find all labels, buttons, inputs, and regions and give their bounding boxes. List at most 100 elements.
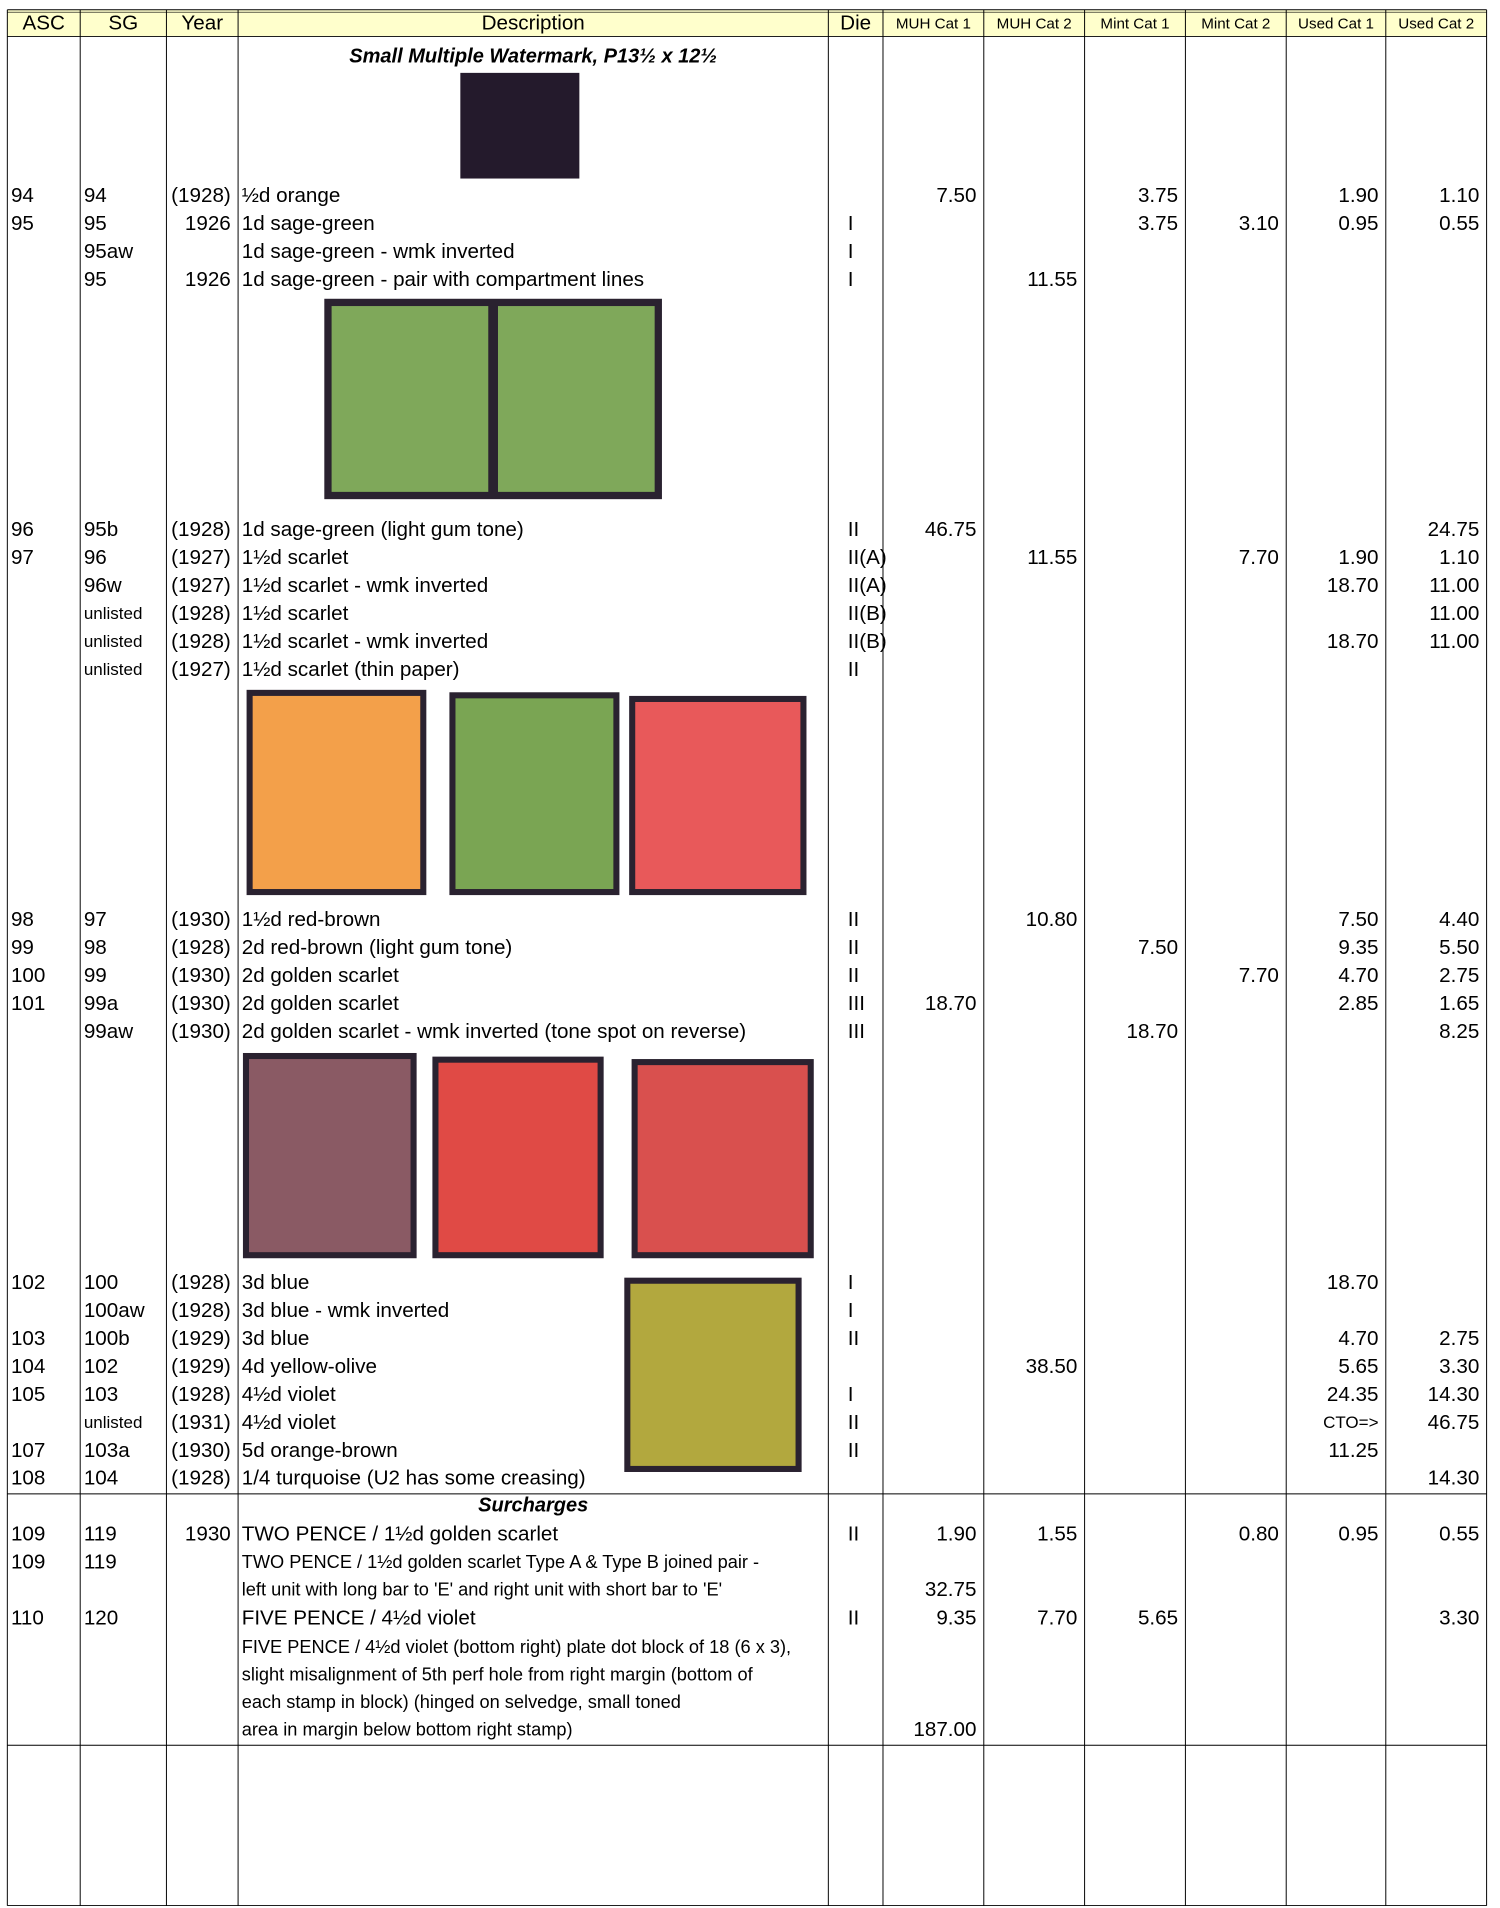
cell-muh2: 10.80 <box>1026 908 1078 931</box>
cell-year: (1930) <box>171 908 231 931</box>
cell-asc: 99 <box>11 936 34 959</box>
cell-asc: 110 <box>11 1606 44 1629</box>
cell-asc: 100 <box>11 964 45 987</box>
cell-die: II(A) <box>848 546 887 569</box>
cell-desc: 1½d red-brown <box>242 908 381 931</box>
cell-muh1: 32.75 <box>925 1578 977 1601</box>
section-title: Small Multiple Watermark, P13½ x 12½ <box>349 45 717 67</box>
column-header: Used Cat 2 <box>1398 15 1474 32</box>
cell-die: I <box>848 1383 854 1406</box>
cell-die: I <box>848 212 854 235</box>
column-header: Description <box>482 12 585 35</box>
cell-die: II <box>848 1411 859 1434</box>
cell-used2: 3.30 <box>1439 1606 1479 1629</box>
cell-muh2: 11.55 <box>1027 268 1077 291</box>
note-line: each stamp in block) (hinged on selvedge… <box>242 1692 681 1712</box>
cell-sg: 97 <box>84 908 107 931</box>
cell-die: II <box>848 1439 859 1462</box>
note-line: left unit with long bar to 'E' and right… <box>242 1579 722 1599</box>
cell-year: (1931) <box>171 1411 231 1434</box>
cell-desc: 2d golden scarlet <box>242 992 399 1015</box>
section-title: Surcharges <box>478 1494 588 1516</box>
cell-sg: 95 <box>84 212 107 235</box>
cell-used1: 0.95 <box>1338 212 1378 235</box>
cell-die: III <box>848 1020 865 1043</box>
cell-mint2: 3.10 <box>1239 212 1279 235</box>
cell-year: (1929) <box>171 1327 231 1350</box>
cell-sg: unlisted <box>84 1413 143 1432</box>
cell-asc: 96 <box>11 518 34 541</box>
cell-used2: 2.75 <box>1439 964 1479 987</box>
cell-sg: 94 <box>84 184 107 207</box>
cell-year: (1928) <box>171 1299 231 1322</box>
cell-asc: 109 <box>11 1523 45 1546</box>
cell-desc: 1d sage-green - pair with compartment li… <box>242 268 644 291</box>
column-header: ASC <box>23 12 66 35</box>
column-header: MUH Cat 1 <box>896 15 971 32</box>
cell-mint1: 7.50 <box>1138 936 1178 959</box>
cell-sg: 119 <box>84 1551 117 1574</box>
cell-die: II <box>848 1606 859 1629</box>
column-header: SG <box>108 12 138 35</box>
cell-year: (1928) <box>171 602 231 625</box>
cell-die: I <box>848 1271 854 1294</box>
cell-used2: 24.75 <box>1428 518 1480 541</box>
cell-used1: 0.95 <box>1338 1523 1378 1546</box>
cell-desc: 1d sage-green - wmk inverted <box>242 240 515 263</box>
cell-sg: unlisted <box>84 660 143 679</box>
cell-used1: 7.50 <box>1338 908 1378 931</box>
cell-desc: 4d yellow-olive <box>242 1355 377 1378</box>
cell-sg: 95 <box>84 268 107 291</box>
cell-sg: 95b <box>84 518 118 541</box>
cell-muh2: 11.55 <box>1027 546 1077 569</box>
cell-asc: 103 <box>11 1327 45 1350</box>
cell-sg: 102 <box>84 1355 118 1378</box>
cell-year: (1930) <box>171 964 231 987</box>
cell-die: I <box>848 268 854 291</box>
cell-die: III <box>848 992 865 1015</box>
cell-die: II <box>848 658 859 681</box>
stamp-images <box>242 72 814 1472</box>
cell-die: II(B) <box>848 602 887 625</box>
cell-year: (1928) <box>171 1383 231 1406</box>
cell-die: II(A) <box>848 574 887 597</box>
cell-sg: 95aw <box>84 240 133 263</box>
cell-used1: 1.90 <box>1338 546 1378 569</box>
cell-die: II <box>848 908 859 931</box>
column-header: MUH Cat 2 <box>997 15 1072 32</box>
cell-sg: 120 <box>84 1606 118 1629</box>
note-line: FIVE PENCE / 4½d violet (bottom right) p… <box>242 1637 791 1657</box>
cell-sg: 99a <box>84 992 119 1015</box>
cell-mint1: 5.65 <box>1138 1606 1178 1629</box>
stamp <box>630 1283 796 1466</box>
cell-sg: 99aw <box>84 1020 133 1043</box>
note-line: area in margin below bottom right stamp) <box>242 1720 573 1740</box>
cell-sg: 104 <box>84 1467 118 1490</box>
cell-year: (1930) <box>171 1439 231 1462</box>
cell-year: (1928) <box>171 630 231 653</box>
cell-year: (1928) <box>171 184 231 207</box>
stamp <box>637 1065 808 1253</box>
cell-muh2: 7.70 <box>1037 1606 1077 1629</box>
cell-mint2: 7.70 <box>1239 964 1279 987</box>
cell-year: (1927) <box>171 658 231 681</box>
cell-year: (1930) <box>171 992 231 1015</box>
cell-used1: 1.90 <box>1338 184 1378 207</box>
cell-desc: 1½d scarlet - wmk inverted <box>242 630 488 653</box>
cell-desc: 2d red-brown (light gum tone) <box>242 936 513 959</box>
column-header: Mint Cat 2 <box>1201 15 1270 32</box>
cell-desc: 2d golden scarlet - wmk inverted (tone s… <box>242 1020 746 1043</box>
cell-sg: 96w <box>84 574 122 597</box>
cell-used1: 9.35 <box>1338 936 1378 959</box>
cell-asc: 95 <box>11 212 34 235</box>
cell-sg: 98 <box>84 936 107 959</box>
cell-asc: 108 <box>11 1467 45 1490</box>
cell-used2: 1.10 <box>1439 546 1479 569</box>
cell-mint1: 18.70 <box>1126 1020 1178 1043</box>
stamp <box>497 306 655 492</box>
cell-used2: 11.00 <box>1429 630 1479 653</box>
cell-desc: 3d blue <box>242 1271 310 1294</box>
cell-year: (1928) <box>171 936 231 959</box>
